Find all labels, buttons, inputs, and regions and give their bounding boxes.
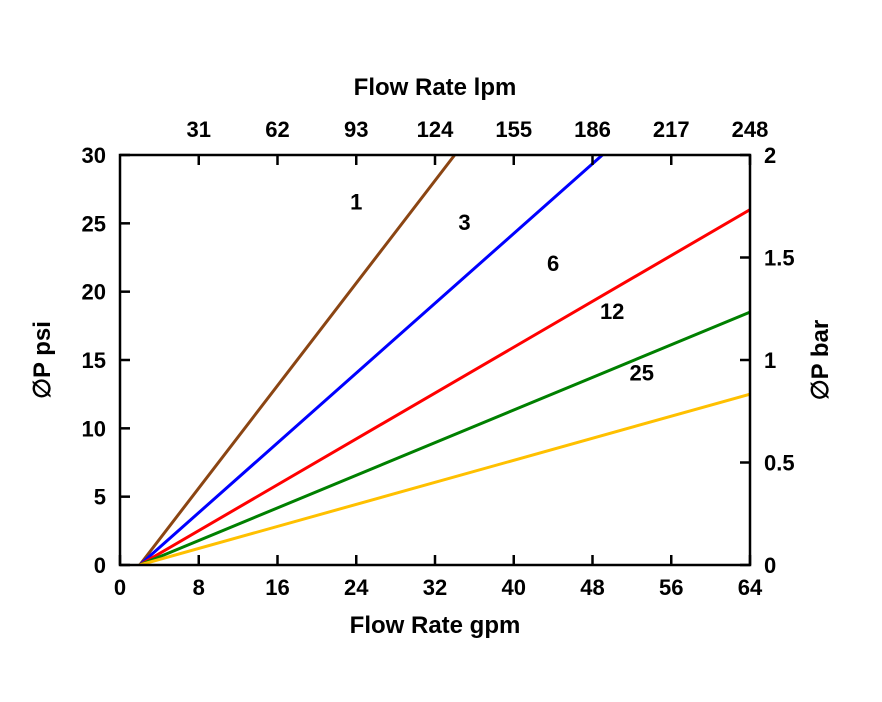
series-label-1: 1 bbox=[350, 190, 362, 215]
y-left-tick-label: 0 bbox=[94, 553, 106, 578]
x-top-title: Flow Rate lpm bbox=[354, 74, 517, 101]
x-bottom-tick-label: 8 bbox=[193, 575, 205, 600]
x-bottom-tick-label: 0 bbox=[114, 575, 126, 600]
y-right-tick-label: 1.5 bbox=[764, 246, 795, 271]
y-right-tick-label: 1 bbox=[764, 348, 776, 373]
x-top-tick-label: 186 bbox=[574, 117, 611, 142]
x-bottom-tick-label: 64 bbox=[738, 575, 763, 600]
x-bottom-tick-label: 32 bbox=[423, 575, 447, 600]
x-top-tick-label: 248 bbox=[732, 117, 769, 142]
series-label-12: 12 bbox=[600, 299, 624, 324]
x-top-tick-label: 62 bbox=[265, 117, 289, 142]
series-label-25: 25 bbox=[629, 361, 653, 386]
y-left-tick-label: 25 bbox=[82, 211, 106, 236]
series-label-6: 6 bbox=[547, 251, 559, 276]
chart-container: 0816243240485664316293124155186217248051… bbox=[0, 0, 882, 702]
x-top-tick-label: 93 bbox=[344, 117, 368, 142]
y-left-title: ∅P psi bbox=[29, 321, 56, 399]
y-left-tick-label: 10 bbox=[82, 416, 106, 441]
x-bottom-tick-label: 16 bbox=[265, 575, 289, 600]
x-top-tick-label: 124 bbox=[417, 117, 454, 142]
x-bottom-title: Flow Rate gpm bbox=[350, 612, 521, 639]
x-bottom-tick-label: 56 bbox=[659, 575, 683, 600]
y-left-tick-label: 15 bbox=[82, 348, 106, 373]
x-bottom-tick-label: 24 bbox=[344, 575, 369, 600]
x-bottom-tick-label: 40 bbox=[502, 575, 526, 600]
x-top-tick-label: 31 bbox=[187, 117, 211, 142]
pressure-drop-chart: 0816243240485664316293124155186217248051… bbox=[0, 0, 882, 702]
y-right-tick-label: 0.5 bbox=[764, 451, 795, 476]
y-right-tick-label: 2 bbox=[764, 143, 776, 168]
y-left-tick-label: 5 bbox=[94, 485, 106, 510]
y-right-title: ∅P bar bbox=[807, 320, 834, 401]
x-top-tick-label: 217 bbox=[653, 117, 690, 142]
y-right-tick-label: 0 bbox=[764, 553, 776, 578]
y-left-tick-label: 20 bbox=[82, 280, 106, 305]
y-left-tick-label: 30 bbox=[82, 143, 106, 168]
x-top-tick-label: 155 bbox=[495, 117, 532, 142]
series-label-3: 3 bbox=[458, 210, 470, 235]
x-bottom-tick-label: 48 bbox=[580, 575, 604, 600]
